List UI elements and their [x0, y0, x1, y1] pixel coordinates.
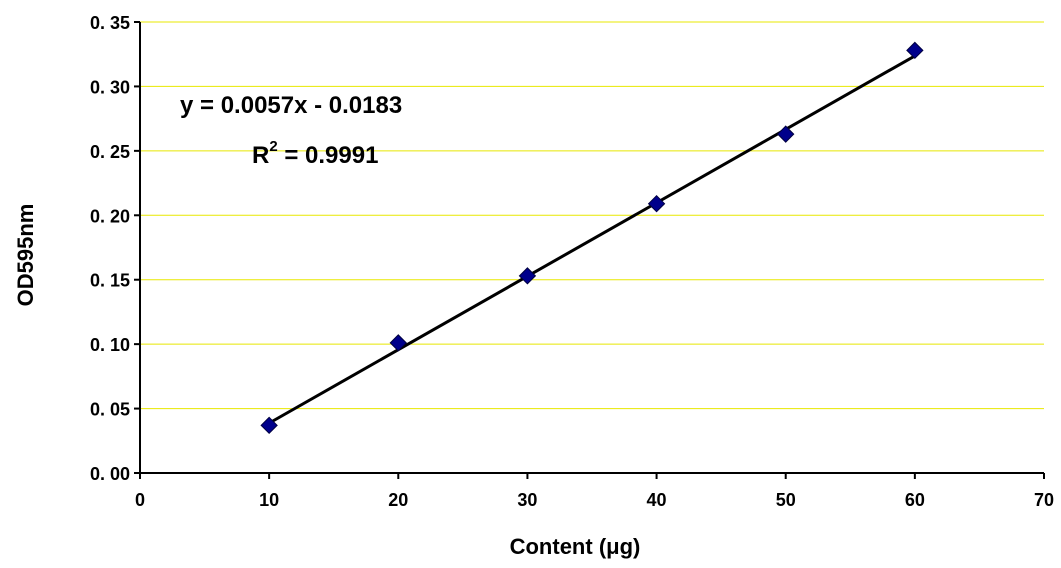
- trendline-group: [268, 54, 916, 425]
- y-tick-labels: 0. 00 0. 05 0. 10 0. 15 0. 20 0. 25 0. 30 0. 35: [90, 13, 130, 484]
- x-tick-label: 60: [905, 490, 925, 510]
- y-tick-label: 0. 10: [90, 335, 130, 355]
- x-axis-title: Content (μg): [510, 534, 641, 559]
- y-tick-label: 0. 00: [90, 464, 130, 484]
- y-axis-title: OD595nm: [13, 204, 38, 307]
- data-point: [777, 125, 795, 143]
- axes: [134, 21, 1045, 479]
- data-point: [906, 41, 924, 60]
- x-tick-label: 50: [776, 490, 796, 510]
- x-tick-label: 30: [517, 490, 537, 510]
- r-squared-prefix: R: [252, 142, 269, 169]
- trendline: [268, 54, 916, 425]
- x-tick-label: 0: [135, 490, 145, 510]
- y-tick-label: 0. 30: [90, 77, 130, 97]
- data-point: [647, 194, 666, 213]
- data-point: [389, 334, 407, 352]
- x-tick-label: 10: [259, 490, 279, 510]
- data-points: [260, 41, 924, 435]
- y-tick-label: 0. 25: [90, 142, 130, 162]
- x-tick-label: 70: [1034, 490, 1054, 510]
- x-tick-labels: 0 10 20 30 40 50 60 70: [135, 490, 1054, 510]
- r-squared-value: = 0.9991: [278, 142, 379, 169]
- y-tick-label: 0. 20: [90, 206, 130, 226]
- y-tick-label: 0. 15: [90, 271, 130, 291]
- r-squared-exponent: 2: [269, 138, 277, 155]
- x-tick-label: 40: [647, 490, 667, 510]
- data-point: [260, 416, 278, 435]
- gridlines: [140, 21, 1044, 410]
- data-point: [518, 267, 537, 285]
- equation-label: y = 0.0057x - 0.0183: [180, 92, 402, 119]
- x-tick-label: 20: [388, 490, 408, 510]
- y-tick-label: 0. 35: [90, 13, 130, 33]
- r-squared-label: R2 = 0.9991: [252, 138, 378, 169]
- y-tick-label: 0. 05: [90, 400, 130, 420]
